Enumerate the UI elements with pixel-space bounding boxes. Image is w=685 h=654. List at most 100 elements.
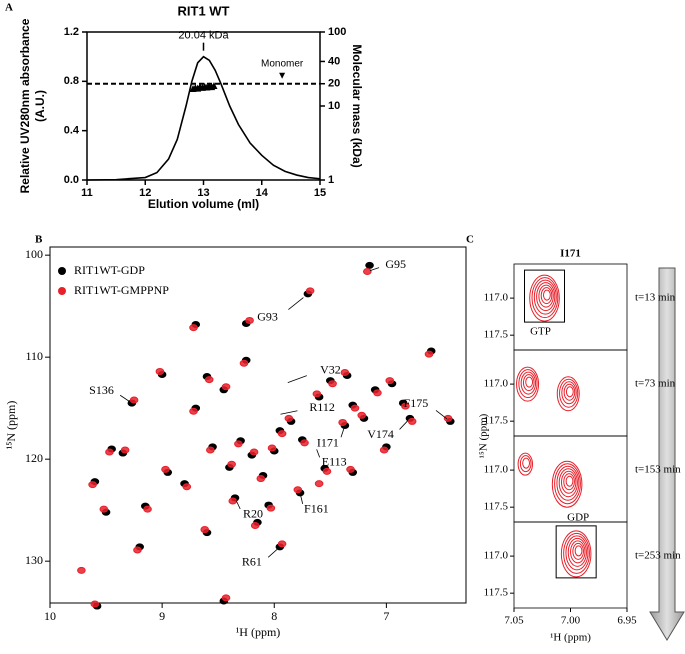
- x-tick-label: 7: [383, 609, 389, 623]
- nmr-peak: [250, 521, 260, 529]
- y-tick-label: 117.0: [484, 292, 509, 304]
- x-axis-label: Elution volume (ml): [148, 197, 259, 211]
- nmr-peak: [221, 383, 231, 391]
- annotation-arrow: [340, 428, 345, 438]
- contour-ring: [538, 284, 554, 308]
- nmr-peak: [314, 480, 324, 488]
- contour-ring: [567, 537, 587, 567]
- time-label: t=73 min: [635, 378, 676, 390]
- nmr-peak: [267, 444, 277, 452]
- nmr-peak: [373, 389, 382, 397]
- nmr-peak: [204, 376, 214, 384]
- contour-ring: [543, 289, 551, 301]
- x-tick-label: 9: [159, 609, 165, 623]
- nmr-peak: [346, 465, 355, 473]
- nmr-peak: [277, 430, 287, 438]
- contour-ring: [522, 457, 530, 469]
- nmr-peak: [189, 407, 198, 415]
- nmr-peak: [305, 287, 315, 295]
- annotation-arrow: [235, 500, 241, 510]
- y-tick-label: 0.4: [64, 125, 80, 137]
- time-arrow: [649, 267, 685, 641]
- y-axis-label: ¹⁵N (ppm): [4, 401, 18, 450]
- legend-label: RIT1WT-GDP: [74, 263, 145, 277]
- nmr-peak: [284, 414, 294, 422]
- annotation: G95: [385, 257, 406, 271]
- annotation: G93: [257, 310, 278, 324]
- nmr-peak: [363, 267, 372, 275]
- nmr-peak: [227, 460, 236, 468]
- x-tick-label: 15: [314, 187, 326, 199]
- nmr-peak: [379, 446, 389, 454]
- box-label: GTP: [530, 326, 551, 338]
- y2-tick-label: 40: [328, 55, 340, 67]
- chart-title: I171: [560, 248, 581, 260]
- nmr-peak: [99, 505, 109, 513]
- panel-label: C: [466, 234, 474, 246]
- y2-tick-label: 10: [328, 100, 340, 112]
- y-tick-label: 117.0: [484, 378, 509, 390]
- contour-ring: [540, 287, 553, 305]
- legend-label: RIT1WT-GMPPNP: [74, 283, 169, 297]
- y-tick-label: 0.8: [64, 75, 79, 87]
- annotation: V174: [367, 427, 394, 441]
- contour-ring: [574, 545, 583, 557]
- y-tick-label: 117.5: [484, 587, 509, 599]
- y-tick-label: 117.5: [484, 329, 509, 341]
- annotation: V32: [320, 362, 341, 376]
- y-tick-label: 130: [25, 553, 43, 567]
- time-label: t=153 min: [635, 464, 681, 476]
- nmr-peak: [88, 481, 97, 489]
- annotation-arrow: [435, 410, 448, 420]
- y2-tick-label: 1: [328, 174, 334, 186]
- y-tick-label: 110: [25, 349, 43, 363]
- nmr-peak: [328, 380, 337, 388]
- annotation: Monomer: [261, 58, 304, 69]
- x-tick-label: 11: [81, 187, 93, 199]
- nmr-peak: [189, 324, 198, 332]
- contour-ring: [559, 378, 579, 408]
- nmr-peak: [129, 396, 139, 404]
- time-label: t=13 min: [635, 292, 676, 304]
- contour-ring: [529, 274, 560, 322]
- nmr-peak: [322, 467, 332, 475]
- nmr-peak: [340, 368, 350, 376]
- contour-ring: [565, 475, 574, 487]
- contour-ring: [561, 470, 577, 494]
- y-tick-label: 117.0: [484, 464, 509, 476]
- annotation: I171: [317, 435, 339, 449]
- x-tick-label: 7.00: [561, 615, 581, 627]
- contour-ring: [551, 460, 583, 508]
- x-tick-label: 7.05: [504, 615, 524, 627]
- nmr-peak: [245, 316, 254, 324]
- annotation-arrow: [119, 394, 130, 402]
- annotation-arrow: [280, 410, 298, 415]
- nmr-peak: [365, 261, 374, 269]
- annotation-arrow: [316, 449, 321, 458]
- annotation: F161: [304, 502, 329, 516]
- contour-ring: [516, 366, 540, 402]
- contour-ring: [554, 463, 581, 505]
- nmr-peak: [424, 350, 434, 358]
- annotation: 20.04 kDa: [178, 30, 229, 42]
- panel-label: B: [35, 234, 43, 246]
- nmr-peak: [90, 600, 100, 608]
- nmr-peak: [221, 594, 231, 602]
- annotation-arrow: [300, 495, 304, 504]
- nmr-peak: [161, 465, 170, 473]
- nmr-peak: [266, 504, 276, 512]
- contour-ring: [570, 540, 586, 564]
- contour-ring: [572, 542, 584, 560]
- box-label: GDP: [567, 511, 589, 523]
- nmr-peak: [401, 402, 410, 410]
- nmr-peak: [407, 417, 417, 425]
- contour-ring: [556, 465, 580, 501]
- box: [555, 525, 597, 579]
- y-tick-label: 117.5: [484, 415, 509, 427]
- nmr-peak: [443, 414, 453, 422]
- annotation-arrow: [288, 297, 304, 310]
- nmr-peak: [206, 446, 215, 454]
- contour-ring: [558, 468, 578, 498]
- y2-tick-label: 100: [328, 26, 346, 38]
